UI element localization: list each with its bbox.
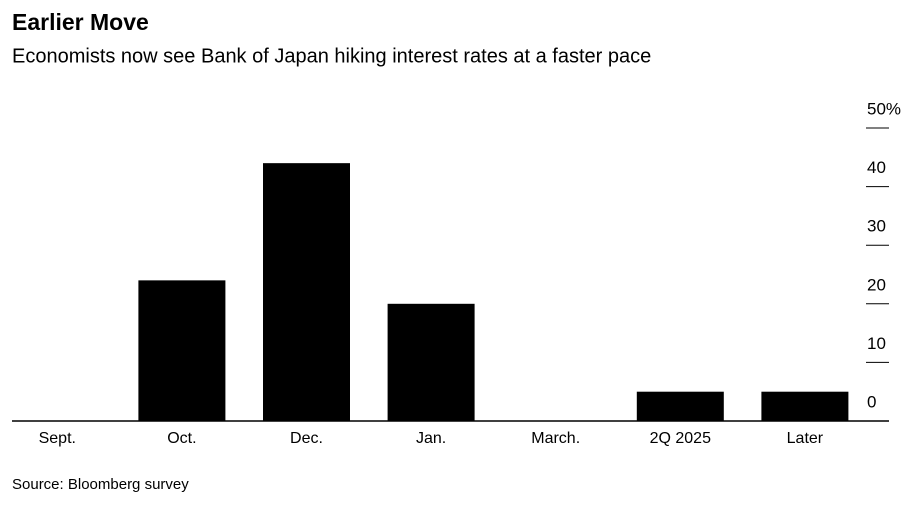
y-tick-label: 50% [867, 99, 901, 118]
chart-subtitle: Economists now see Bank of Japan hiking … [12, 45, 651, 67]
y-tick-label: 10 [867, 334, 886, 353]
x-tick-label: Jan. [416, 430, 446, 447]
bar [138, 280, 226, 421]
bar [761, 391, 849, 421]
x-tick-label: 2Q 2025 [650, 430, 711, 447]
x-tick-label: Dec. [290, 430, 323, 447]
y-tick-label: 0 [867, 392, 876, 411]
y-tick-label: 40 [867, 158, 886, 177]
x-tick-label: Later [787, 430, 824, 447]
y-tick-label: 30 [867, 217, 886, 236]
chart-title: Earlier Move [12, 9, 149, 35]
bar [387, 303, 475, 421]
source: Source: Bloomberg survey [12, 476, 189, 493]
y-tick-label: 20 [867, 275, 886, 294]
bar [636, 391, 724, 421]
bar [263, 163, 350, 421]
x-tick-label: Sept. [39, 430, 76, 447]
x-tick-label: March. [531, 430, 580, 447]
x-tick-label: Oct. [167, 430, 196, 447]
